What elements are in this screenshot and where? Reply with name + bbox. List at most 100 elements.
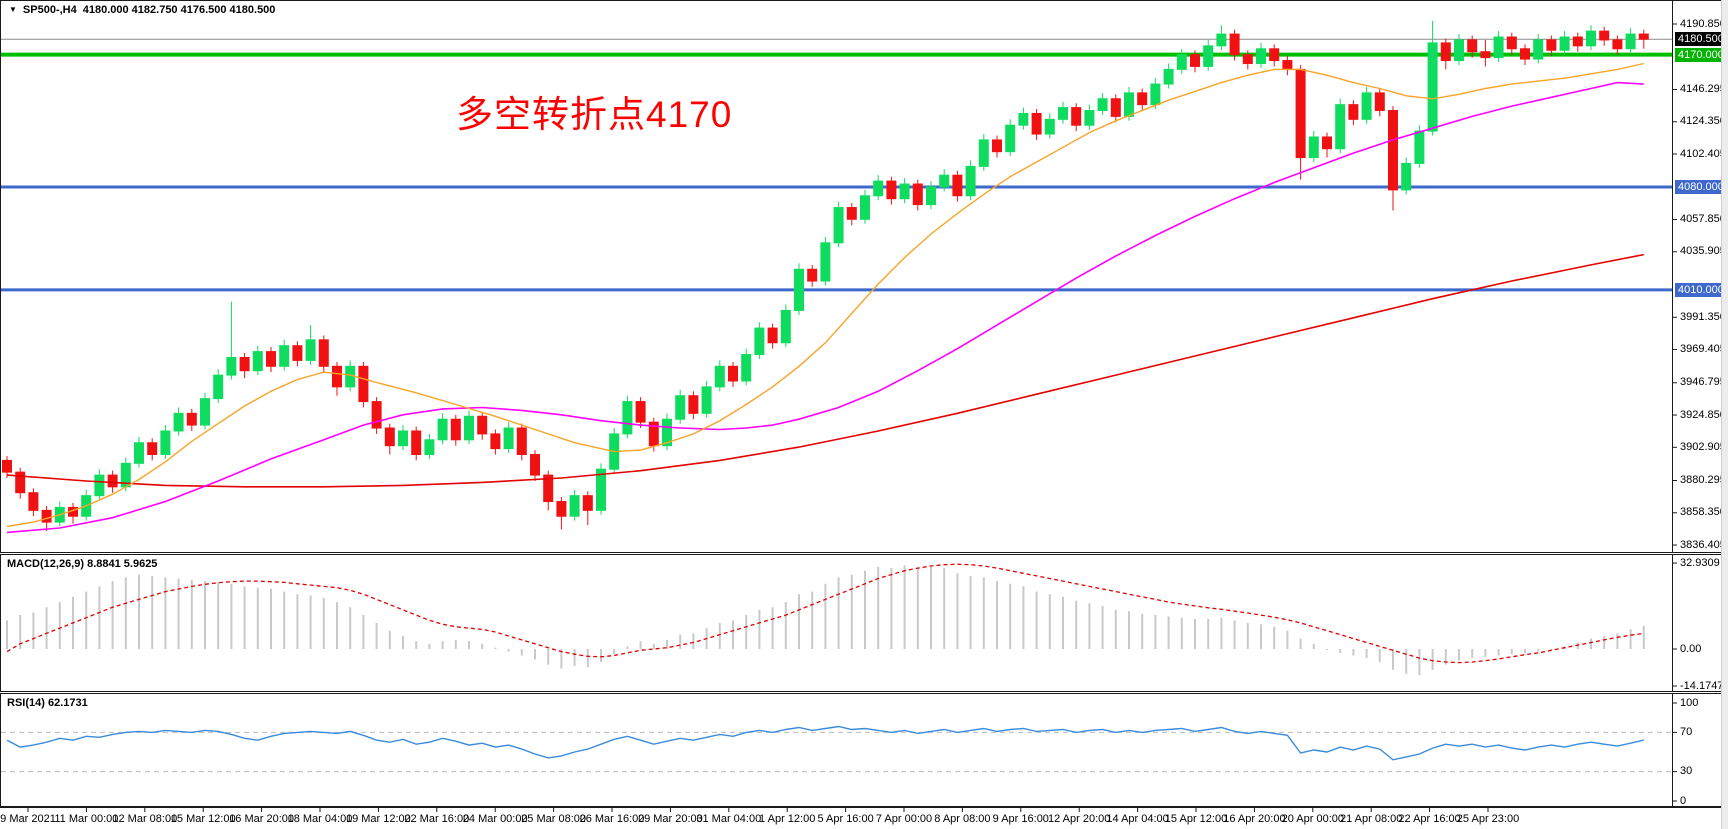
candle <box>794 263 804 315</box>
price-badge-4080.000: 4080.000 <box>1675 180 1727 194</box>
candle <box>1467 35 1478 58</box>
candle <box>1546 35 1557 57</box>
candle-body <box>741 354 752 382</box>
price-chart-canvas[interactable] <box>1 1 1727 552</box>
candle-body <box>450 418 461 441</box>
candle-body <box>1348 104 1359 120</box>
ma-slow-line <box>6 253 1644 488</box>
time-axis[interactable]: 9 Mar 2021 11 Mar 00:00 12 Mar 08:00 15 Mar… <box>0 807 1728 829</box>
candle <box>1229 29 1240 61</box>
candle-body <box>794 268 804 311</box>
time-axis-label: 14 Apr 04:00 <box>1106 813 1169 825</box>
candle-body <box>200 398 210 426</box>
candle-body <box>28 492 39 511</box>
macd-histogram-bar <box>428 643 431 649</box>
candle <box>1242 50 1253 70</box>
candle-body <box>939 174 950 188</box>
candle-body <box>1533 39 1544 60</box>
macd-histogram-bar <box>468 641 470 649</box>
macd-histogram-bar <box>586 649 589 668</box>
macd-label: MACD(12,26,9) 8.8841 5.9625 <box>7 558 158 570</box>
candle-body <box>1110 98 1121 117</box>
macd-histogram-bar <box>996 581 998 649</box>
macd-histogram-bar <box>1484 649 1487 657</box>
macd-histogram-bar <box>402 635 404 649</box>
rsi-canvas[interactable] <box>1 694 1727 806</box>
candle-body <box>556 501 567 517</box>
macd-histogram-bar <box>666 639 668 649</box>
macd-histogram-bar <box>916 568 919 649</box>
candle-body <box>1242 54 1253 64</box>
candle <box>2 455 12 479</box>
candle <box>873 175 884 201</box>
macd-histogram-bar <box>1114 609 1117 649</box>
candle <box>1401 157 1412 195</box>
macd-histogram-bar <box>1365 649 1368 659</box>
candle-body <box>305 339 316 361</box>
macd-histogram-bar <box>138 574 140 649</box>
macd-histogram-bar <box>943 568 946 649</box>
candle <box>68 503 78 524</box>
candle-body <box>437 418 448 441</box>
candle-body <box>780 309 791 344</box>
candle <box>332 361 342 396</box>
candle-body <box>926 186 936 206</box>
macd-histogram-bar <box>177 578 180 649</box>
candle-body <box>15 471 26 494</box>
candle <box>543 470 554 511</box>
candle <box>926 181 936 210</box>
candle-body <box>635 401 646 423</box>
candle-body <box>318 339 329 367</box>
candle-body <box>173 412 184 432</box>
candle-body <box>1638 33 1649 40</box>
candle <box>1638 29 1649 49</box>
rsi-label: RSI(14) 62.1731 <box>7 697 88 709</box>
candle <box>1454 34 1464 65</box>
candle-body <box>1256 48 1266 64</box>
candle-body <box>1520 48 1530 60</box>
candle-body <box>516 427 527 455</box>
candle <box>147 438 158 461</box>
rsi-axis-label: 100 <box>1680 696 1699 709</box>
price-badge-4170.000: 4170.000 <box>1675 47 1727 62</box>
candle <box>1097 92 1108 115</box>
candle-body <box>912 183 923 206</box>
time-axis-label: 5 Apr 16:00 <box>817 813 874 825</box>
macd-histogram-bar <box>1418 649 1421 676</box>
candle-body <box>767 327 778 344</box>
candle <box>965 160 976 201</box>
macd-histogram-bar <box>1207 618 1210 649</box>
candle <box>767 323 778 349</box>
macd-histogram-bar <box>1444 649 1447 665</box>
candle-body <box>1295 68 1306 159</box>
candle-body <box>41 509 52 523</box>
candle-body <box>384 427 395 447</box>
candle <box>1348 100 1359 126</box>
macd-canvas[interactable] <box>1 555 1727 691</box>
macd-histogram-bar <box>956 573 959 649</box>
macd-histogram-bar <box>903 565 906 649</box>
candle <box>160 425 171 459</box>
candle <box>582 491 593 526</box>
price-axis-label: 4057.850 <box>1680 213 1726 225</box>
candle-body <box>1480 51 1491 59</box>
macd-histogram-bar <box>639 641 642 649</box>
candle-body <box>860 195 870 220</box>
candle <box>846 203 857 226</box>
candle-body <box>846 207 857 220</box>
candle <box>1256 42 1266 68</box>
rsi-axis-label: 70 <box>1680 725 1693 738</box>
candle <box>688 391 699 420</box>
time-axis-label: 16 Mar 20:00 <box>229 813 295 825</box>
macd-histogram-bar <box>1392 649 1394 670</box>
candle <box>1216 25 1227 51</box>
candle <box>635 397 646 429</box>
candle-body <box>358 365 369 403</box>
candle-body <box>596 468 606 511</box>
candle-body <box>2 459 12 473</box>
candle-body <box>675 395 686 420</box>
price-axis-label: 4190.850 <box>1680 17 1726 30</box>
candle-body <box>1229 33 1240 56</box>
candle-body <box>1599 30 1610 41</box>
candle <box>952 170 963 202</box>
